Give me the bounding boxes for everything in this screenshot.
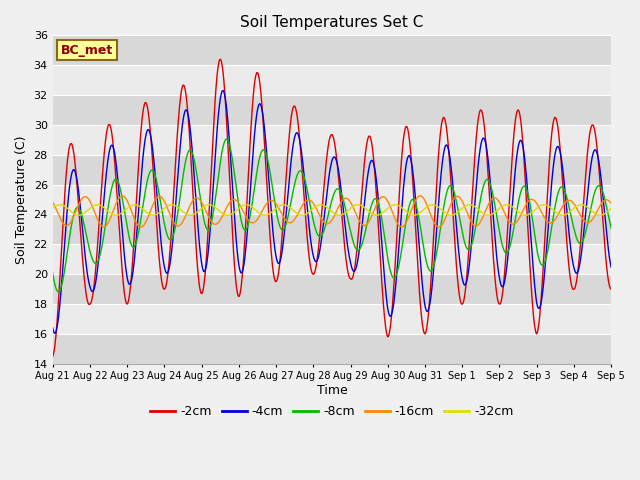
Title: Soil Temperatures Set C: Soil Temperatures Set C <box>240 15 424 30</box>
-2cm <box>49 353 56 359</box>
-8cm <box>492 210 500 216</box>
-16cm <box>607 201 615 206</box>
-4cm <box>160 260 168 266</box>
-32cm <box>492 208 500 214</box>
Text: BC_met: BC_met <box>61 44 113 57</box>
-16cm <box>419 194 427 200</box>
-4cm <box>49 325 56 331</box>
X-axis label: Time: Time <box>317 384 348 397</box>
-4cm <box>607 264 615 270</box>
-8cm <box>49 270 56 276</box>
-4cm <box>492 250 500 255</box>
-2cm <box>159 285 167 291</box>
Bar <box>52 95 611 125</box>
-2cm <box>236 292 244 298</box>
-2cm <box>419 325 427 331</box>
Y-axis label: Soil Temperature (C): Soil Temperature (C) <box>15 135 28 264</box>
-8cm <box>223 136 230 142</box>
-4cm <box>173 181 181 187</box>
-8cm <box>160 217 168 223</box>
-4cm <box>51 330 58 336</box>
-32cm <box>541 202 549 208</box>
-32cm <box>168 202 175 208</box>
-4cm <box>419 290 427 296</box>
-2cm <box>216 56 224 62</box>
Bar <box>52 304 611 334</box>
Line: -16cm: -16cm <box>52 196 611 227</box>
Bar <box>52 274 611 304</box>
Bar <box>52 185 611 215</box>
Line: -4cm: -4cm <box>52 91 611 333</box>
Line: -32cm: -32cm <box>52 205 611 215</box>
-8cm <box>236 212 244 218</box>
-16cm <box>492 195 500 201</box>
-32cm <box>607 205 615 211</box>
-8cm <box>541 257 549 263</box>
-8cm <box>54 289 62 295</box>
Bar <box>52 125 611 155</box>
Line: -2cm: -2cm <box>52 59 611 356</box>
-32cm <box>174 204 182 210</box>
-2cm <box>173 139 180 144</box>
-32cm <box>419 207 427 213</box>
Bar <box>52 65 611 95</box>
Bar <box>52 244 611 274</box>
Bar <box>52 36 611 65</box>
Legend: -2cm, -4cm, -8cm, -16cm, -32cm: -2cm, -4cm, -8cm, -16cm, -32cm <box>145 400 518 423</box>
-2cm <box>607 286 615 292</box>
-8cm <box>419 242 427 248</box>
Bar <box>52 155 611 185</box>
-8cm <box>607 226 615 231</box>
Line: -8cm: -8cm <box>52 139 611 292</box>
-8cm <box>173 214 181 219</box>
Bar <box>52 215 611 244</box>
-32cm <box>49 205 56 211</box>
-16cm <box>236 201 243 207</box>
-2cm <box>541 230 549 236</box>
-32cm <box>149 212 157 218</box>
-2cm <box>492 284 500 290</box>
-16cm <box>417 193 424 199</box>
Bar <box>52 334 611 364</box>
-4cm <box>219 88 227 94</box>
-4cm <box>236 268 244 274</box>
-16cm <box>541 216 549 222</box>
-32cm <box>236 204 244 210</box>
-4cm <box>541 259 549 264</box>
-32cm <box>160 206 168 212</box>
-16cm <box>49 199 56 205</box>
-16cm <box>173 223 180 228</box>
-16cm <box>435 224 443 230</box>
-16cm <box>159 196 167 202</box>
